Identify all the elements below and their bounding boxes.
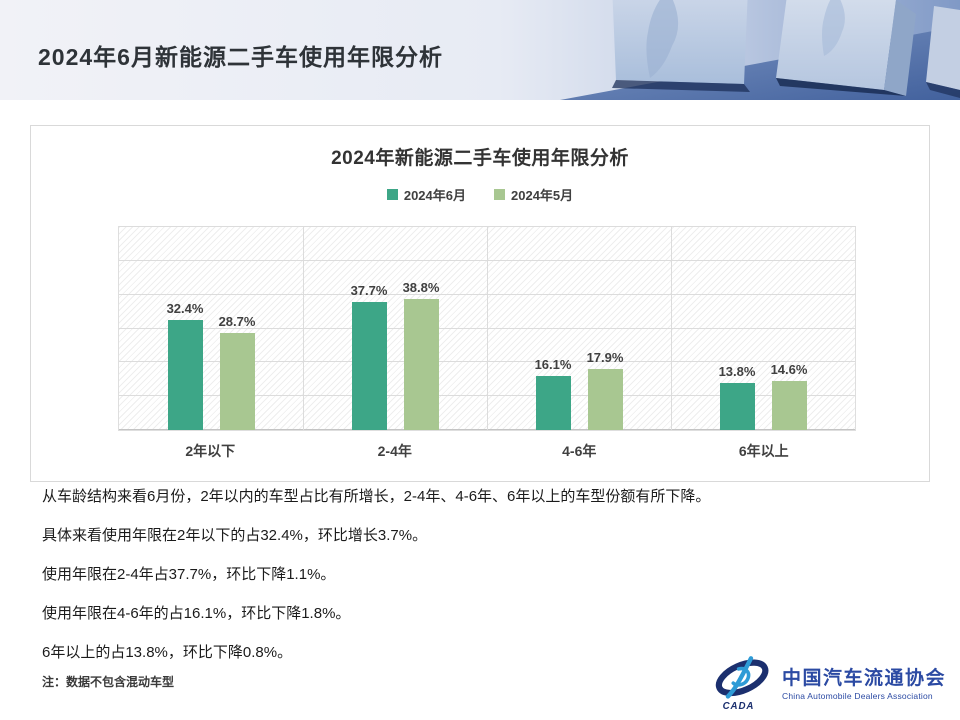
bar-value-label: 14.6% — [770, 361, 808, 377]
legend-label: 2024年5月 — [511, 188, 574, 203]
bar-group: 13.8% 14.6% — [671, 227, 855, 430]
bar-group: 16.1% 17.9% — [487, 227, 671, 430]
bar-value-label: 17.9% — [586, 350, 624, 366]
analysis-paragraph: 具体来看使用年限在2年以下的占32.4%，环比增长3.7%。 — [42, 527, 428, 544]
analysis-text: 从车龄结构来看6月份，2年以内的车型占比有所增长，2-4年、4-6年、6年以上的… — [42, 486, 924, 681]
bar-column: 38.8% — [402, 227, 440, 430]
bar-value-label: 28.7% — [218, 313, 256, 329]
organization-name-cn: 中国汽车流通协会 — [781, 667, 946, 689]
page-title: 2024年6月新能源二手车使用年限分析 — [38, 44, 443, 70]
legend-item: 2024年6月 — [386, 185, 466, 204]
category-label: 6年以上 — [738, 443, 789, 459]
bar-value-label: 32.4% — [166, 301, 204, 317]
analysis-paragraph: 使用年限在4-6年的占16.1%，环比下降1.8%。 — [42, 605, 351, 622]
category-separator-line — [671, 227, 672, 430]
category-separator-line — [303, 227, 304, 430]
bar — [219, 332, 255, 430]
bar — [719, 383, 755, 430]
bar-value-label: 16.1% — [534, 356, 572, 372]
organization-logo: CADA 中国汽车流通协会 China Automobile Dealers A… — [712, 654, 946, 714]
category-label: 2年以下 — [185, 443, 236, 459]
bar — [587, 369, 623, 430]
bar-groups-row: 32.4% 28.7% 37.7% 38.8% 16.1% 17.9% 13.8% 14.6% — [119, 227, 855, 430]
organization-name: 中国汽车流通协会 China Automobile Dealers Associ… — [782, 668, 946, 701]
bar-column: 37.7% — [350, 227, 388, 430]
legend-swatch-icon — [386, 189, 398, 200]
bar-value-label: 37.7% — [350, 283, 388, 299]
chart-legend: 2024年6月 2024年5月 — [31, 185, 929, 204]
svg-text:CADA: CADA — [723, 701, 755, 712]
category-separator-line — [487, 227, 488, 430]
analysis-paragraph: 使用年限在2-4年占37.7%，环比下降1.1%。 — [42, 566, 336, 583]
bar-column: 28.7% — [218, 227, 256, 430]
header-decoration-cubes — [0, 0, 960, 100]
bar-group: 37.7% 38.8% — [303, 227, 487, 430]
bar — [403, 298, 439, 430]
organization-name-en: China Automobile Dealers Association — [781, 690, 933, 701]
legend-item: 2024年5月 — [494, 185, 573, 204]
bar-value-label: 38.8% — [402, 279, 440, 295]
legend-swatch-icon — [494, 189, 505, 200]
bar — [167, 320, 203, 430]
bar-column: 17.9% — [586, 227, 624, 430]
cada-logo-icon: CADA — [715, 656, 769, 712]
category-label: 2-4年 — [377, 443, 412, 459]
legend-label: 2024年6月 — [403, 188, 466, 203]
bar-column: 16.1% — [534, 227, 572, 430]
category-axis: 2年以下 2-4年 4-6年 6年以上 — [118, 441, 856, 461]
analysis-paragraph: 6年以上的占13.8%，环比下降0.8%。 — [42, 644, 293, 661]
chart-card: 2024年新能源二手车使用年限分析 2024年6月 2024年5月 32.4% 28… — [30, 125, 930, 482]
bar-column: 13.8% — [718, 227, 756, 430]
analysis-paragraph: 从车龄结构来看6月份，2年以内的车型占比有所增长，2-4年、4-6年、6年以上的… — [42, 488, 711, 505]
bar — [351, 302, 387, 430]
bar-value-label: 13.8% — [718, 364, 756, 380]
footnote: 注：数据不包含混动车型 — [42, 675, 175, 689]
plot-area: 32.4% 28.7% 37.7% 38.8% 16.1% 17.9% 13.8% 14.6% — [118, 226, 856, 431]
bar — [535, 375, 571, 430]
gridline — [119, 226, 855, 227]
header-banner: 2024年6月新能源二手车使用年限分析 — [0, 0, 960, 100]
bar-group: 32.4% 28.7% — [119, 227, 303, 430]
bar — [771, 380, 807, 430]
chart-title: 2024年新能源二手车使用年限分析 — [331, 148, 629, 169]
bar-column: 32.4% — [166, 227, 204, 430]
bar-column: 14.6% — [770, 227, 808, 430]
category-label: 4-6年 — [562, 443, 597, 459]
